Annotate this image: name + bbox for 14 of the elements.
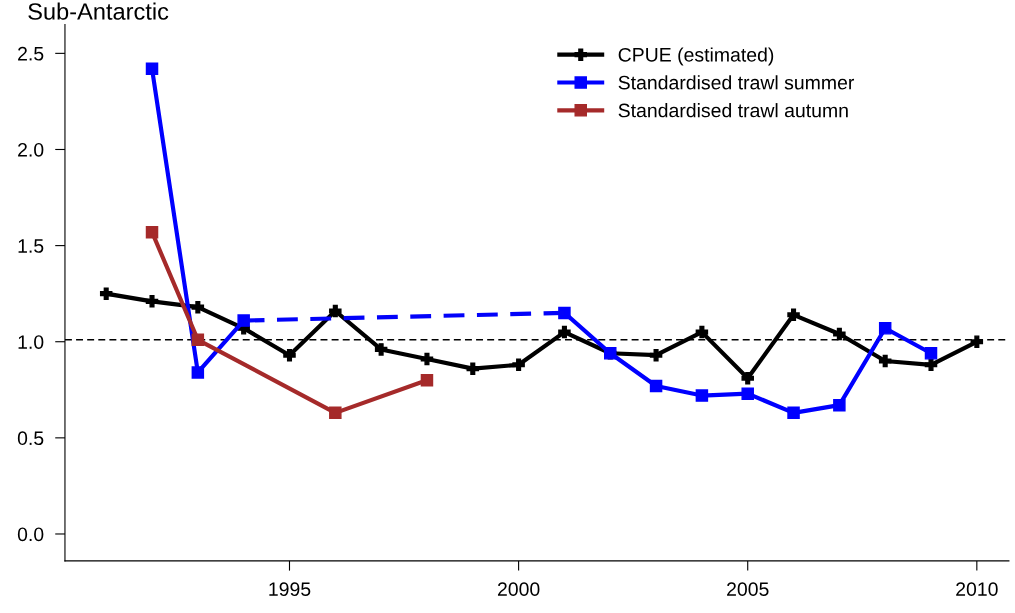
x-tick-label: 1995 (269, 582, 311, 597)
y-tick-label: 2.0 (18, 142, 44, 157)
legend-label: Standardised trawl autumn (618, 103, 848, 118)
x-tick-label: 2005 (727, 582, 769, 597)
y-tick-label: 0.5 (17, 431, 44, 446)
x-tick-label: 2010 (956, 582, 998, 597)
y-tick-label: 2.5 (18, 46, 44, 61)
y-tick-label: 0.0 (17, 527, 44, 542)
y-tick-label: 1.5 (18, 239, 44, 253)
y-tick-label: 1.0 (18, 335, 44, 349)
x-tick-label: 2000 (497, 582, 540, 597)
chart-title: Sub-Antarctic (28, 2, 169, 20)
legend-label: Standardised trawl summer (618, 75, 855, 90)
legend-label: CPUE (estimated) (618, 47, 774, 66)
